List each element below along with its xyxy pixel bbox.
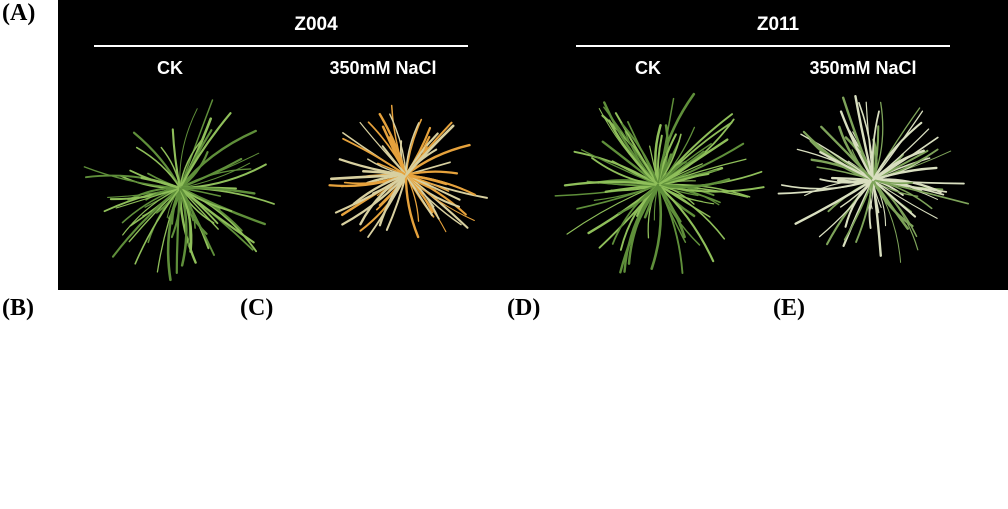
grass-blade (617, 184, 659, 215)
grass-blade (166, 186, 182, 282)
grass-blade (871, 121, 923, 182)
grass-blade (179, 187, 233, 213)
grass-blade (657, 184, 695, 205)
grass-blade (178, 112, 232, 190)
label-z011-ck: CK (635, 58, 661, 78)
grass-blade (838, 125, 875, 182)
grass-blade (134, 187, 181, 265)
panel-c-letter: (C) (240, 295, 274, 321)
plant-z011-nacl (777, 94, 970, 263)
grass-blade (342, 137, 407, 176)
grass-blade (404, 173, 420, 239)
group-title-z011: Z011 (756, 14, 800, 35)
grass-blade (871, 125, 880, 182)
grass-blade (404, 170, 459, 177)
grass-blade (334, 173, 408, 214)
grass-blade (796, 148, 874, 181)
grass-blade (179, 168, 252, 189)
grass-blade (656, 138, 729, 187)
grass-blade (405, 174, 434, 217)
label-z004-ck: CK (157, 58, 183, 78)
grass-blade (179, 136, 205, 189)
grass-blade (178, 186, 255, 244)
grass-blade (580, 149, 659, 186)
grass-blade (607, 119, 660, 187)
grass-blade (115, 187, 181, 209)
grass-blade (179, 108, 198, 189)
grass-blade (619, 183, 660, 274)
grass-blade (179, 152, 260, 189)
grass-blade (405, 174, 475, 222)
grass-blade (656, 183, 715, 263)
grass-blade (657, 97, 675, 186)
grass-blade (871, 178, 914, 228)
grass-blade (367, 158, 407, 176)
grass-blade (657, 184, 684, 275)
label-z004-nacl: 350mM NaCl (329, 58, 437, 78)
grass-blade (140, 176, 182, 190)
chart-root-dry-weight: 04080120160200Relative root dryweight (%… (0, 0, 1008, 219)
grass-blade (389, 113, 407, 176)
grass-blade (871, 178, 917, 218)
grass-blade (872, 179, 914, 185)
plant-photo-panel: Z004 Z011 CK 350mM NaCl CK 350mM NaCl (58, 0, 1008, 290)
group-title-z004: Z004 (294, 14, 338, 35)
plant-z004-ck (83, 99, 275, 282)
panel-b-letter: (B) (2, 295, 34, 321)
grass-blade (178, 129, 257, 190)
grass-blade (657, 184, 682, 223)
group-line-z011 (576, 45, 950, 47)
grass-blade (167, 187, 181, 219)
grass-blade (352, 173, 408, 205)
grass-blade (657, 126, 696, 186)
group-line-z004 (94, 45, 468, 47)
grass-blade (839, 110, 875, 182)
plant-z011-ck (554, 92, 765, 275)
grass-blade (385, 174, 407, 231)
grass-blade (404, 173, 448, 186)
grass-blade (614, 112, 659, 186)
panel-d-letter: (D) (507, 295, 541, 321)
grass-blade (83, 166, 181, 189)
grass-blade (843, 179, 874, 241)
grass-blade (175, 186, 182, 274)
grass-blade (794, 178, 875, 225)
grass-blade (854, 94, 875, 182)
grass-blade (650, 183, 663, 270)
grass-blade (179, 99, 214, 189)
grass-blade (871, 149, 925, 182)
grass-blade (656, 178, 731, 189)
grass-blade (135, 146, 181, 189)
grass-blade (179, 162, 251, 189)
grass-blade (871, 166, 938, 182)
panel-a-letter: (A) (2, 0, 36, 26)
grass-blade (378, 173, 408, 227)
grass-blade (871, 178, 882, 257)
grass-blade (179, 187, 194, 222)
panel-e-letter: (E) (773, 295, 805, 321)
grass-blade (657, 169, 718, 186)
grass-blade (178, 186, 256, 195)
plant-z004-nacl (328, 104, 488, 239)
label-z011-nacl: 350mM NaCl (809, 58, 917, 78)
grass-blade (171, 128, 182, 190)
grass-blade (620, 123, 660, 187)
grass-blade (855, 179, 874, 243)
grass-blade (563, 180, 660, 187)
grass-blade (122, 187, 181, 236)
grass-blade (111, 186, 182, 258)
grass-blade (404, 148, 438, 177)
grass-blade (593, 184, 659, 201)
